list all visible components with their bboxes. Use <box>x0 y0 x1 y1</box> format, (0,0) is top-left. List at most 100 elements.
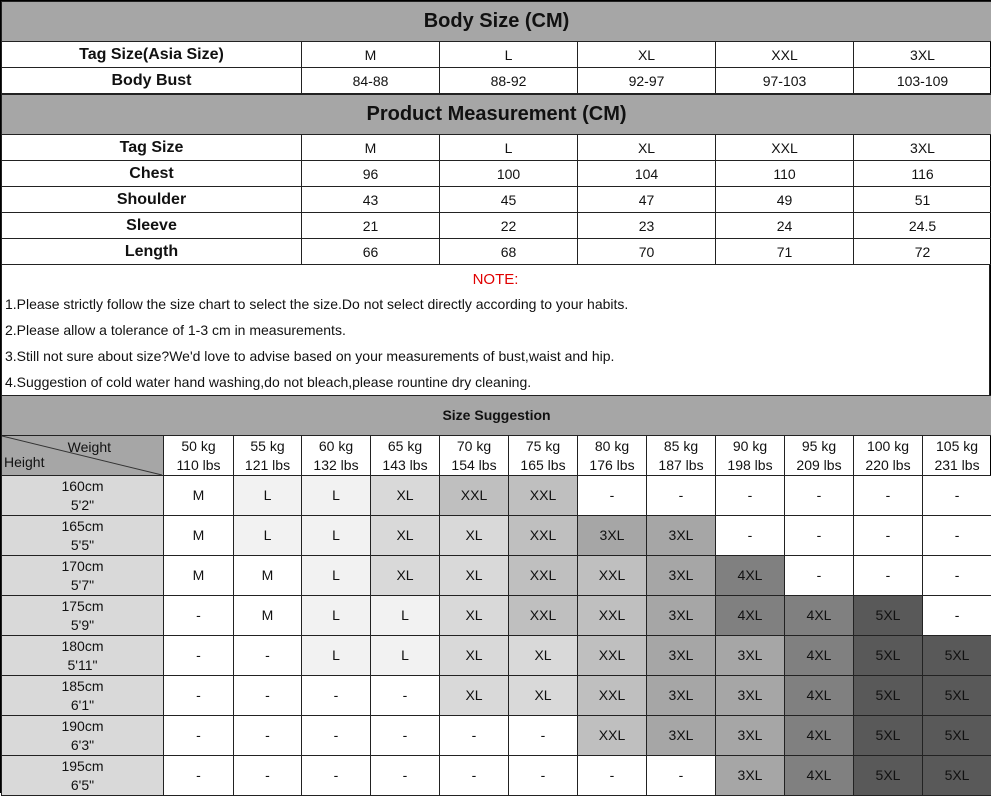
suggested-size: - <box>371 676 440 716</box>
suggested-size: L <box>371 636 440 676</box>
weight-lbs: 132 lbs <box>302 456 370 475</box>
suggested-size: L <box>302 476 371 516</box>
cell-value: 100 <box>440 161 578 187</box>
cell-value: XXL <box>716 42 854 68</box>
height-label: Height <box>4 453 44 472</box>
suggested-size: M <box>164 556 234 596</box>
cell-value: 24.5 <box>854 213 991 239</box>
suggested-size: 5XL <box>923 716 991 756</box>
weight-kg: 85 kg <box>647 437 715 456</box>
weight-kg: 75 kg <box>509 437 577 456</box>
cell-value: 3XL <box>854 42 991 68</box>
weight-lbs: 198 lbs <box>716 456 784 475</box>
weight-kg: 90 kg <box>716 437 784 456</box>
cell-value: 68 <box>440 239 578 265</box>
cell-value: 66 <box>302 239 440 265</box>
suggested-size: - <box>785 556 854 596</box>
cell-value: 97-103 <box>716 68 854 94</box>
suggested-size: - <box>234 676 302 716</box>
section-title-row: Body Size (CM) <box>2 2 991 42</box>
suggested-size: - <box>578 756 647 796</box>
row-label: Chest <box>2 161 302 187</box>
suggested-size: 4XL <box>785 756 854 796</box>
cell-value: 103-109 <box>854 68 991 94</box>
weight-lbs: 110 lbs <box>164 456 233 475</box>
cell-value: 3XL <box>854 135 991 161</box>
suggested-size: XXL <box>509 596 578 636</box>
suggested-size: M <box>164 476 234 516</box>
section-title-row: Size Suggestion <box>2 396 991 436</box>
height-cm: 165cm <box>2 517 163 536</box>
suggested-size: XXL <box>578 556 647 596</box>
weight-label: Weight <box>68 438 111 457</box>
suggested-size: 4XL <box>785 716 854 756</box>
row-label: Body Bust <box>2 68 302 94</box>
cell-value: 45 <box>440 187 578 213</box>
suggested-size: - <box>854 556 923 596</box>
suggested-size: M <box>234 596 302 636</box>
suggested-size: 3XL <box>647 596 716 636</box>
weight-kg: 70 kg <box>440 437 508 456</box>
weight-lbs: 187 lbs <box>647 456 715 475</box>
suggested-size: 3XL <box>716 636 785 676</box>
cell-value: 110 <box>716 161 854 187</box>
cell-value: 104 <box>578 161 716 187</box>
cell-value: 22 <box>440 213 578 239</box>
suggested-size: XXL <box>578 596 647 636</box>
cell-value: 49 <box>716 187 854 213</box>
weight-lbs: 231 lbs <box>923 456 991 475</box>
suggested-size: 5XL <box>923 756 991 796</box>
cell-value: 96 <box>302 161 440 187</box>
suggested-size: XL <box>371 556 440 596</box>
section-title-row: Product Measurement (CM) <box>2 95 991 135</box>
cell-value: L <box>440 42 578 68</box>
suggested-size: XL <box>509 636 578 676</box>
suggested-size: - <box>440 716 509 756</box>
suggested-size: 3XL <box>647 716 716 756</box>
cell-value: XL <box>578 42 716 68</box>
section-title: Size Suggestion <box>2 396 991 436</box>
suggested-size: XL <box>440 516 509 556</box>
note-title: NOTE: <box>2 265 989 293</box>
suggested-size: 5XL <box>923 636 991 676</box>
suggested-size: - <box>647 476 716 516</box>
suggested-size: - <box>234 636 302 676</box>
height-ft: 5'2" <box>2 496 163 515</box>
suggested-size: L <box>302 596 371 636</box>
suggested-size: XL <box>440 636 509 676</box>
height-ft: 5'7" <box>2 576 163 595</box>
suggested-size: - <box>923 476 991 516</box>
suggested-size: - <box>234 716 302 756</box>
cell-value: 88-92 <box>440 68 578 94</box>
section-title: Body Size (CM) <box>2 2 991 42</box>
height-cm: 185cm <box>2 677 163 696</box>
suggested-size: - <box>164 636 234 676</box>
note-item: 1.Please strictly follow the size chart … <box>2 293 989 319</box>
weight-kg: 105 kg <box>923 437 991 456</box>
weight-lbs: 121 lbs <box>234 456 301 475</box>
suggested-size: 3XL <box>647 516 716 556</box>
weight-kg: 65 kg <box>371 437 439 456</box>
cell-value: M <box>302 42 440 68</box>
suggested-size: - <box>164 756 234 796</box>
weight-kg: 100 kg <box>854 437 922 456</box>
suggested-size: XXL <box>509 516 578 556</box>
suggested-size: 4XL <box>785 596 854 636</box>
suggested-size: - <box>164 596 234 636</box>
height-cm: 175cm <box>2 597 163 616</box>
